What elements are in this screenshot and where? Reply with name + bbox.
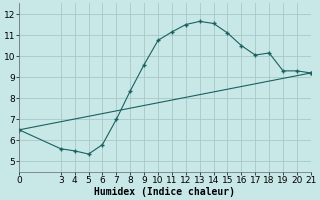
X-axis label: Humidex (Indice chaleur): Humidex (Indice chaleur) bbox=[94, 186, 236, 197]
